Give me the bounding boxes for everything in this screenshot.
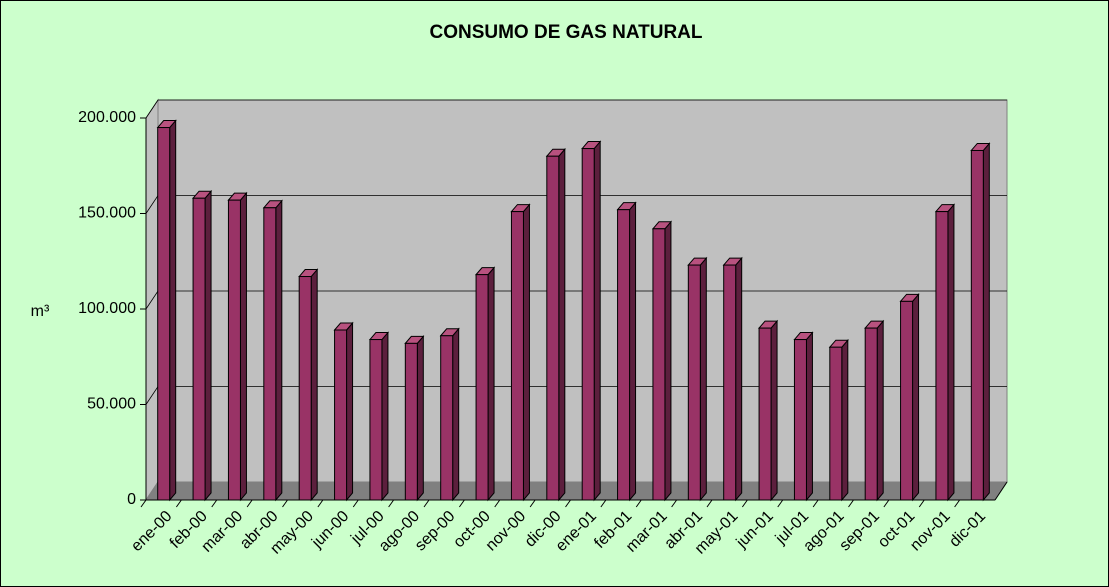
y-tick-label: 100.000 — [78, 300, 136, 317]
bar — [475, 274, 489, 501]
bar-side — [699, 256, 707, 502]
x-tick — [211, 499, 218, 508]
bar-side — [487, 266, 495, 502]
x-axis-edge — [994, 481, 1008, 501]
bar-side — [912, 293, 920, 502]
x-tick — [918, 499, 925, 508]
bar — [546, 155, 560, 501]
bar — [369, 339, 383, 501]
bar-side — [629, 201, 637, 502]
bar-side — [416, 335, 424, 502]
x-tick — [140, 499, 147, 508]
bar-side — [204, 189, 212, 502]
x-tick — [777, 499, 784, 508]
x-tick — [741, 499, 748, 508]
x-tick — [246, 499, 253, 508]
bar-side — [664, 220, 672, 502]
bar — [864, 327, 878, 501]
bar — [793, 339, 807, 501]
y-tick-label: 50.000 — [87, 396, 136, 413]
bar — [298, 276, 312, 501]
bar — [652, 228, 666, 501]
x-tick — [175, 499, 182, 508]
bar-side — [310, 268, 318, 502]
bar — [970, 149, 984, 501]
bar — [900, 300, 914, 501]
x-tick — [282, 499, 288, 508]
bar — [157, 127, 171, 501]
bar — [192, 197, 206, 501]
x-tick — [812, 499, 819, 508]
bar — [687, 264, 701, 501]
bar — [935, 211, 949, 501]
grid-line — [145, 99, 1007, 119]
bar-side — [275, 199, 283, 502]
x-tick — [883, 499, 890, 508]
bar — [404, 342, 418, 501]
x-tick — [423, 499, 430, 508]
bar-side — [522, 203, 530, 502]
x-tick — [565, 499, 571, 508]
bar — [758, 327, 772, 501]
bar-side — [805, 331, 813, 502]
bar-side — [593, 140, 601, 502]
bar-side — [982, 142, 990, 502]
y-tick-label: 0 — [127, 491, 136, 508]
x-tick — [494, 499, 501, 508]
x-tick — [352, 499, 359, 508]
x-tick — [529, 499, 536, 508]
x-tick — [954, 499, 961, 508]
bar-side — [876, 319, 884, 502]
bar-side — [770, 319, 778, 502]
bar-side — [381, 331, 389, 502]
bar — [227, 199, 241, 501]
bar — [510, 211, 524, 501]
x-tick — [388, 499, 395, 508]
y-tick-label: 150.000 — [78, 205, 136, 222]
bar-side — [558, 147, 566, 502]
bar-side — [239, 191, 247, 502]
bar — [723, 264, 737, 501]
x-tick — [848, 499, 854, 508]
bar — [581, 148, 595, 501]
x-tick — [458, 499, 465, 508]
y-tick-label: 200.000 — [78, 109, 136, 126]
bar — [829, 346, 843, 501]
x-tick — [635, 499, 642, 508]
bar — [334, 329, 348, 501]
bar-side — [452, 327, 460, 502]
bar — [617, 209, 631, 501]
x-tick — [317, 499, 324, 508]
x-tick — [706, 499, 713, 508]
x-tick — [671, 499, 678, 508]
chart-title: CONSUMO DE GAS NATURAL — [429, 22, 702, 43]
bar-side — [735, 256, 743, 502]
y-axis-title: m³ — [31, 303, 50, 320]
x-tick — [600, 499, 607, 508]
bar-side — [947, 203, 955, 502]
bar — [440, 335, 454, 501]
bar — [263, 207, 277, 501]
bar-side — [841, 338, 849, 502]
bar-side — [346, 321, 354, 502]
bar-side — [169, 119, 177, 502]
